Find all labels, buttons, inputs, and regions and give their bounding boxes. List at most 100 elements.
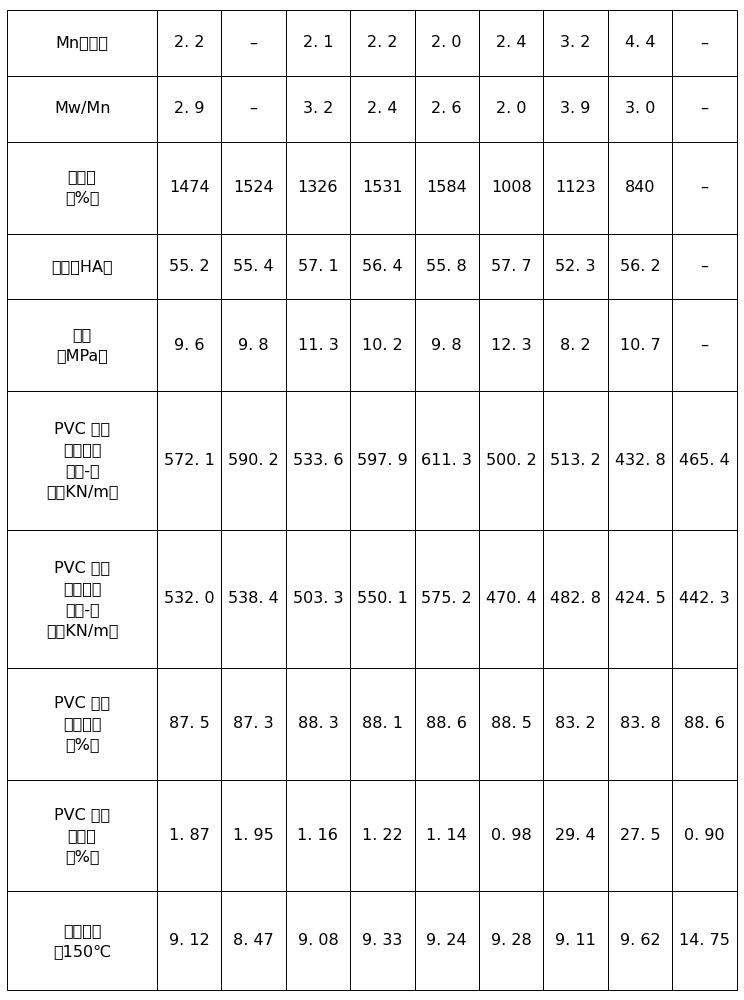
Bar bbox=[221, 780, 286, 891]
Text: 1. 22: 1. 22 bbox=[362, 828, 403, 843]
Bar bbox=[221, 142, 286, 234]
Text: 57. 7: 57. 7 bbox=[491, 259, 531, 274]
Text: 1524: 1524 bbox=[233, 180, 274, 195]
Bar bbox=[608, 668, 672, 780]
Bar bbox=[350, 891, 414, 990]
Text: –: – bbox=[700, 101, 708, 116]
Bar bbox=[286, 76, 350, 142]
Text: 9. 8: 9. 8 bbox=[238, 338, 269, 353]
Text: 83. 2: 83. 2 bbox=[555, 716, 596, 731]
Bar bbox=[479, 10, 543, 76]
Text: 2. 0: 2. 0 bbox=[496, 101, 527, 116]
Text: 88. 5: 88. 5 bbox=[491, 716, 531, 731]
Bar bbox=[7, 10, 157, 76]
Text: 2. 4: 2. 4 bbox=[496, 35, 527, 50]
Bar bbox=[350, 299, 414, 391]
Bar bbox=[414, 10, 479, 76]
Bar bbox=[608, 780, 672, 891]
Text: 2. 0: 2. 0 bbox=[432, 35, 462, 50]
Text: 532. 0: 532. 0 bbox=[164, 591, 214, 606]
Text: 52. 3: 52. 3 bbox=[555, 259, 596, 274]
Bar bbox=[479, 234, 543, 299]
Bar bbox=[414, 234, 479, 299]
Bar bbox=[157, 234, 221, 299]
Bar bbox=[479, 530, 543, 668]
Bar bbox=[672, 142, 737, 234]
Text: 432. 8: 432. 8 bbox=[615, 453, 665, 468]
Bar bbox=[157, 891, 221, 990]
Text: –: – bbox=[700, 35, 708, 50]
Text: 4. 4: 4. 4 bbox=[625, 35, 655, 50]
Text: 503. 3: 503. 3 bbox=[292, 591, 343, 606]
Text: 88. 6: 88. 6 bbox=[684, 716, 725, 731]
Bar bbox=[350, 668, 414, 780]
Text: 2. 4: 2. 4 bbox=[367, 101, 397, 116]
Text: 9. 28: 9. 28 bbox=[491, 933, 531, 948]
Text: 533. 6: 533. 6 bbox=[292, 453, 343, 468]
Text: 572. 1: 572. 1 bbox=[164, 453, 214, 468]
Bar bbox=[608, 234, 672, 299]
Text: 88. 1: 88. 1 bbox=[362, 716, 403, 731]
Bar bbox=[479, 391, 543, 530]
Text: 1. 95: 1. 95 bbox=[233, 828, 274, 843]
Text: 57. 1: 57. 1 bbox=[298, 259, 339, 274]
Text: 硬度（HA）: 硬度（HA） bbox=[51, 259, 113, 274]
Bar bbox=[672, 668, 737, 780]
Text: 2. 2: 2. 2 bbox=[367, 35, 397, 50]
Text: 3. 2: 3. 2 bbox=[560, 35, 591, 50]
Text: Mn（万）: Mn（万） bbox=[56, 35, 109, 50]
Bar bbox=[157, 10, 221, 76]
Text: 9. 8: 9. 8 bbox=[432, 338, 462, 353]
Bar bbox=[221, 10, 286, 76]
Text: 590. 2: 590. 2 bbox=[228, 453, 279, 468]
Text: 1. 16: 1. 16 bbox=[298, 828, 339, 843]
Text: 0. 98: 0. 98 bbox=[491, 828, 531, 843]
Bar bbox=[350, 234, 414, 299]
Bar bbox=[221, 530, 286, 668]
Bar bbox=[608, 299, 672, 391]
Text: 840: 840 bbox=[625, 180, 655, 195]
Bar bbox=[543, 76, 608, 142]
Text: 9. 33: 9. 33 bbox=[362, 933, 403, 948]
Text: 1531: 1531 bbox=[362, 180, 403, 195]
Bar bbox=[350, 780, 414, 891]
Text: 55. 8: 55. 8 bbox=[426, 259, 467, 274]
Bar bbox=[672, 76, 737, 142]
Bar bbox=[672, 10, 737, 76]
Bar bbox=[672, 391, 737, 530]
Text: 伸长率
（%）: 伸长率 （%） bbox=[65, 170, 100, 206]
Text: 1. 14: 1. 14 bbox=[426, 828, 467, 843]
Bar bbox=[543, 142, 608, 234]
Text: 2. 9: 2. 9 bbox=[174, 101, 205, 116]
Bar bbox=[414, 76, 479, 142]
Text: 1. 87: 1. 87 bbox=[169, 828, 210, 843]
Text: –: – bbox=[249, 35, 257, 50]
Bar bbox=[7, 142, 157, 234]
Text: 55. 2: 55. 2 bbox=[169, 259, 209, 274]
Bar bbox=[221, 76, 286, 142]
Text: –: – bbox=[700, 338, 708, 353]
Text: 2. 2: 2. 2 bbox=[174, 35, 205, 50]
Bar bbox=[543, 234, 608, 299]
Bar bbox=[7, 530, 157, 668]
Bar bbox=[286, 780, 350, 891]
Bar bbox=[414, 780, 479, 891]
Text: 14. 75: 14. 75 bbox=[679, 933, 730, 948]
Bar bbox=[672, 780, 737, 891]
Bar bbox=[221, 299, 286, 391]
Bar bbox=[286, 891, 350, 990]
Text: 1123: 1123 bbox=[555, 180, 596, 195]
Bar bbox=[286, 10, 350, 76]
Bar bbox=[350, 76, 414, 142]
Bar bbox=[350, 391, 414, 530]
Bar bbox=[286, 299, 350, 391]
Text: 3. 9: 3. 9 bbox=[560, 101, 591, 116]
Text: 470. 4: 470. 4 bbox=[486, 591, 536, 606]
Text: 9. 6: 9. 6 bbox=[174, 338, 205, 353]
Text: 27. 5: 27. 5 bbox=[620, 828, 660, 843]
Bar bbox=[672, 891, 737, 990]
Bar bbox=[286, 530, 350, 668]
Bar bbox=[479, 299, 543, 391]
Text: 87. 5: 87. 5 bbox=[169, 716, 210, 731]
Bar bbox=[414, 530, 479, 668]
